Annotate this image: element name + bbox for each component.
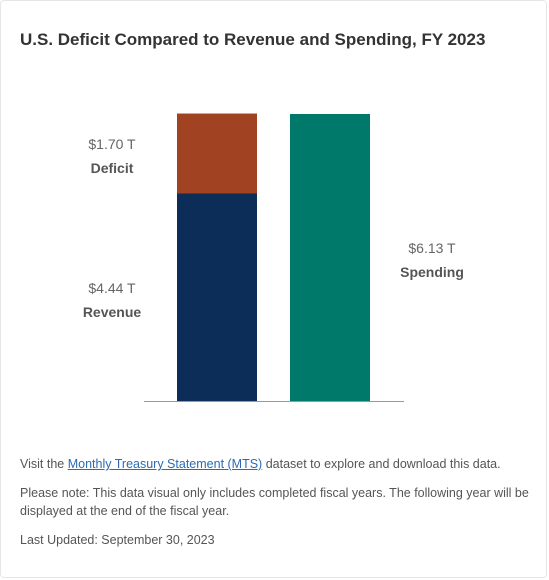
deficit-value-label: $1.70 T <box>88 136 136 152</box>
revenue-category-label: Revenue <box>83 304 142 320</box>
chart-title: U.S. Deficit Compared to Revenue and Spe… <box>20 30 486 49</box>
mts-dataset-link[interactable]: Monthly Treasury Statement (MTS) <box>67 457 263 471</box>
deficit-category-label: Deficit <box>91 160 134 176</box>
visit-suffix: dataset to explore and download this dat… <box>262 457 501 471</box>
notes-section: Visit the Monthly Treasury Statement (MT… <box>20 455 530 560</box>
bar-chart: $1.70 T Deficit $4.44 T Revenue $6.13 T … <box>83 113 464 402</box>
last-updated: Last Updated: September 30, 2023 <box>20 533 215 547</box>
spending-bar <box>290 114 370 401</box>
fiscal-year-note: Please note: This data visual only inclu… <box>20 486 529 518</box>
deficit-bar <box>177 113 257 194</box>
visit-prefix: Visit the <box>20 457 68 471</box>
revenue-bar <box>177 193 257 401</box>
spending-category-label: Spending <box>400 264 464 280</box>
visit-note: Visit the Monthly Treasury Statement (MT… <box>20 455 530 473</box>
revenue-value-label: $4.44 T <box>88 280 136 296</box>
spending-value-label: $6.13 T <box>408 240 456 256</box>
